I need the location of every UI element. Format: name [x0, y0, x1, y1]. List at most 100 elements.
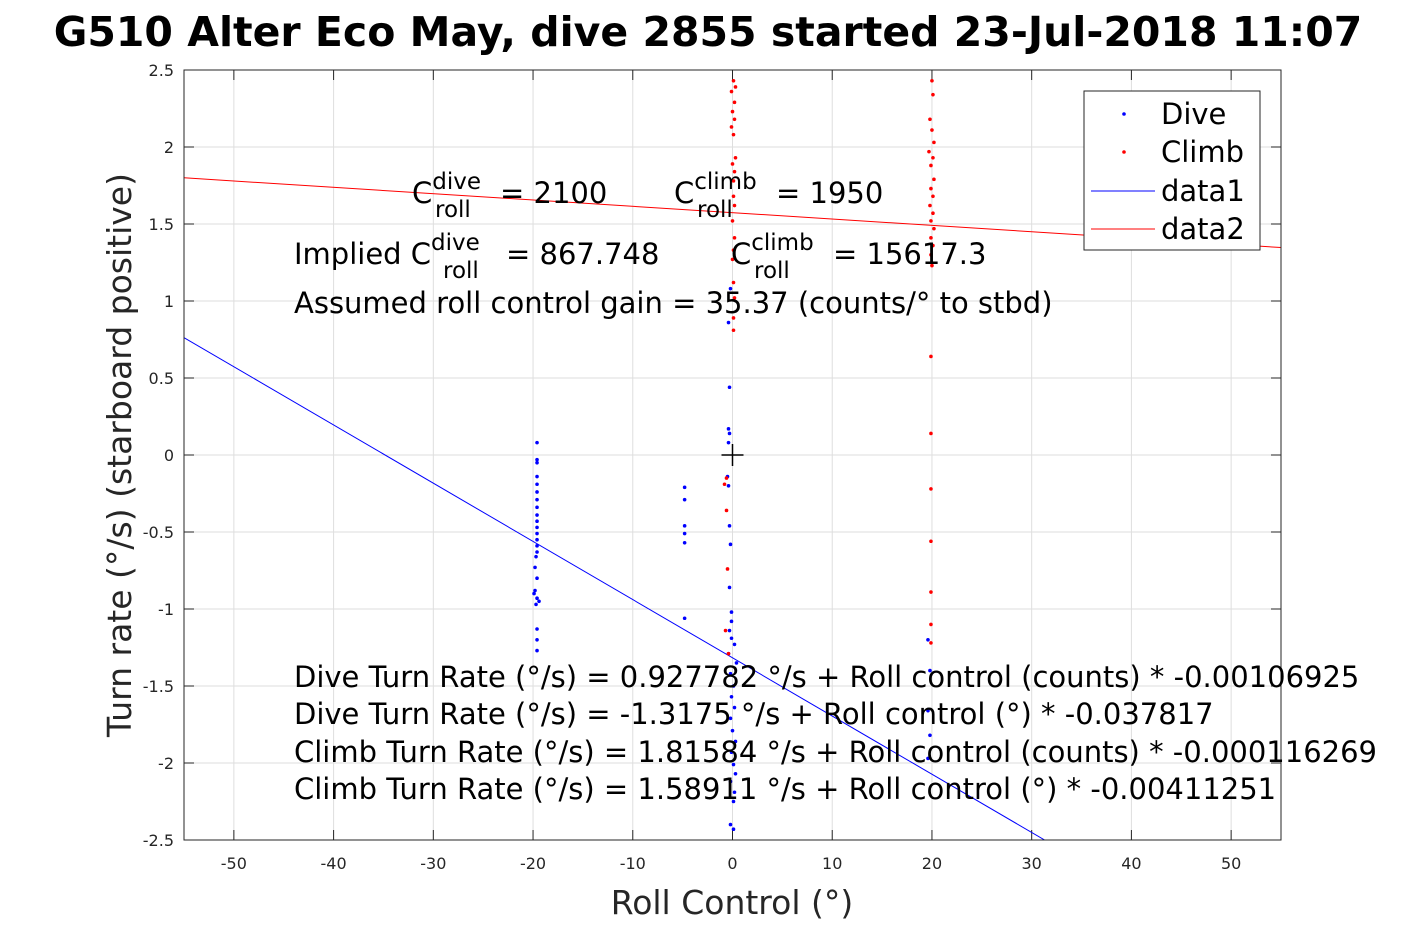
dive-point — [733, 771, 738, 776]
dive-point — [726, 440, 731, 445]
dive-point — [729, 619, 734, 624]
dive-point — [731, 827, 736, 832]
climb-point — [723, 628, 728, 633]
y-tick-label: 1.5 — [149, 215, 174, 234]
climb-point — [931, 211, 935, 216]
climb-point — [731, 132, 736, 137]
x-tick-label: 0 — [727, 854, 737, 873]
dive-point — [535, 490, 539, 494]
dive-point — [682, 540, 687, 545]
legend-label-data1: data1 — [1161, 174, 1245, 208]
dive-point — [535, 638, 539, 642]
dive-point — [728, 542, 733, 547]
dive-point — [728, 779, 733, 784]
dive-point — [535, 482, 539, 487]
dive-point — [926, 756, 930, 761]
climb-point — [929, 236, 933, 240]
dive-point — [729, 694, 734, 699]
climb-point — [731, 316, 736, 320]
climb-point — [732, 117, 737, 122]
dive-point — [733, 739, 738, 744]
climb-point — [733, 85, 738, 89]
origin-marker — [721, 444, 744, 466]
dive-point — [727, 385, 732, 390]
climb-point — [732, 169, 737, 174]
dive-point — [727, 524, 732, 528]
climb-point — [731, 280, 736, 285]
gain-annotation: Assumed roll control gain = 35.37 (count… — [294, 286, 1053, 320]
climb-point — [724, 476, 729, 480]
climb-point — [931, 243, 935, 248]
dive-point — [535, 627, 539, 631]
climb-point — [932, 177, 936, 182]
climb-point — [927, 149, 931, 154]
dive-point — [535, 525, 539, 530]
dive-point — [535, 497, 539, 502]
x-tick-label: -30 — [420, 854, 446, 873]
dive-point — [728, 671, 733, 676]
legend: Dive Climb data1 data2 — [1083, 90, 1261, 251]
climb-point — [731, 78, 736, 83]
dive-point — [731, 799, 736, 804]
x-axis-ticks: -50 -40 -30 -20 -10 0 10 20 30 40 50 — [221, 70, 1241, 873]
equation-4: Climb Turn Rate (°/s) = 1.58911 °/s + Ro… — [294, 772, 1276, 806]
dive-point — [537, 599, 541, 604]
dive-point — [682, 616, 687, 621]
dive-point — [533, 588, 537, 593]
climb-point — [932, 226, 936, 231]
x-tick-label: 10 — [822, 854, 842, 873]
legend-box — [1083, 90, 1261, 251]
dive-point — [732, 705, 737, 710]
implied-dive-annotation: Implied Cdive roll = 867.748 — [294, 230, 659, 284]
dive-point — [532, 591, 536, 596]
x-axis-label: Roll Control (°) — [611, 883, 854, 922]
y-tick-label: -1.5 — [143, 677, 174, 696]
annotations: Cdive roll = 2100 Cclimb roll = 1950 Implied… — [294, 169, 1377, 806]
dive-point — [732, 642, 737, 647]
climb-point — [729, 89, 734, 94]
climb-point — [731, 248, 736, 252]
climb-point — [929, 590, 933, 594]
climb-point — [929, 641, 933, 645]
legend-label-dive: Dive — [1161, 97, 1226, 131]
y-tick-label: -2 — [158, 754, 174, 773]
climb-point — [722, 482, 727, 487]
climb-point — [929, 219, 933, 223]
y-axis-label: Turn rate (°/s) (starboard positive) — [100, 173, 139, 738]
y-tick-label: 0.5 — [149, 369, 174, 388]
climb-point — [732, 100, 737, 105]
y-tick-label: -1 — [158, 600, 174, 619]
dive-point — [535, 576, 539, 580]
climb-point — [932, 140, 936, 145]
dive-point — [534, 554, 538, 559]
c-roll-climb-annotation: Cclimb roll = 1950 — [674, 169, 883, 223]
climb-point — [929, 354, 933, 359]
dive-point — [729, 750, 734, 755]
legend-label-climb: Climb — [1161, 135, 1244, 169]
chart-title: G510 Alter Eco May, dive 2855 started 23… — [54, 8, 1363, 56]
x-tick-label: -40 — [321, 854, 347, 873]
x-tick-label: 20 — [922, 854, 942, 873]
dive-point — [535, 550, 539, 554]
dive-point — [682, 524, 687, 528]
dive-point — [535, 505, 539, 510]
dive-point — [728, 286, 733, 291]
legend-dive-swatch — [1122, 112, 1126, 116]
climb-point — [730, 109, 735, 114]
data1-fit-line — [184, 337, 1045, 840]
dive-point — [928, 668, 932, 673]
dive-series — [532, 286, 932, 832]
dive-point — [535, 460, 539, 465]
dive-point — [535, 531, 539, 536]
dive-point — [535, 440, 539, 445]
dive-point — [534, 602, 538, 607]
equation-2: Dive Turn Rate (°/s) = -1.3175 °/s + Rol… — [294, 697, 1214, 731]
dive-point — [926, 638, 930, 642]
climb-point — [928, 203, 932, 208]
dive-point — [535, 474, 539, 479]
climb-point — [928, 117, 932, 122]
y-tick-label: 0 — [164, 446, 174, 465]
equation-1: Dive Turn Rate (°/s) = 0.927782 °/s + Ro… — [294, 660, 1359, 694]
dive-point — [535, 544, 539, 548]
